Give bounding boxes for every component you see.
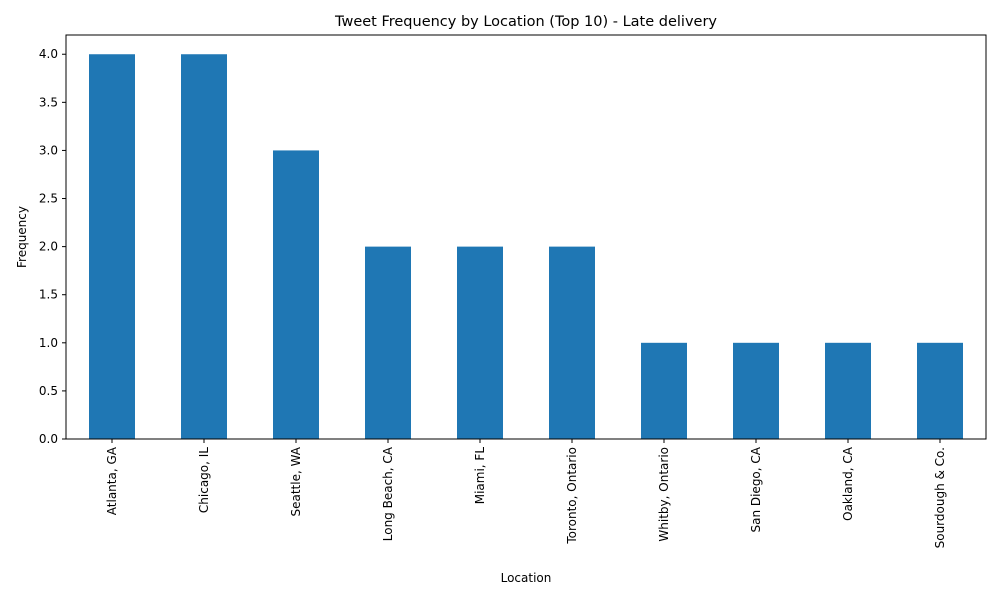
x-tick-label: Long Beach, CA: [381, 446, 395, 541]
bar: [365, 246, 411, 439]
x-tick-label: Toronto, Ontario: [565, 447, 579, 545]
y-tick-label: 0.5: [39, 384, 58, 398]
x-tick-label: Sourdough & Co.: [933, 447, 947, 548]
x-axis-title: Location: [501, 571, 552, 585]
y-tick-label: 3.0: [39, 143, 58, 157]
bar: [641, 342, 687, 439]
bar: [273, 150, 319, 439]
x-tick-label: San Diego, CA: [749, 446, 763, 532]
bar: [733, 342, 779, 439]
y-tick-label: 3.5: [39, 95, 58, 109]
y-axis: 0.0 0.5 1.0 1.5 2.0 2.5 3.0 3.5 4.0: [39, 47, 66, 446]
bar: [457, 246, 503, 439]
bars-group: [89, 54, 963, 439]
y-tick-label: 0.0: [39, 432, 58, 446]
y-tick-label: 1.5: [39, 288, 58, 302]
x-tick-label: Whitby, Ontario: [657, 447, 671, 542]
x-tick-label: Chicago, IL: [197, 447, 211, 513]
x-tick-label: Atlanta, GA: [105, 446, 119, 515]
x-axis: Atlanta, GA Chicago, IL Seattle, WA Long Be…: [105, 439, 947, 548]
y-tick-label: 1.0: [39, 336, 58, 350]
x-tick-label: Seattle, WA: [289, 446, 303, 516]
bar: [181, 54, 227, 439]
chart-title: Tweet Frequency by Location (Top 10) - L…: [334, 14, 717, 30]
x-tick-label: Oakland, CA: [841, 446, 855, 521]
y-tick-label: 2.0: [39, 240, 58, 254]
y-axis-title: Frequency: [15, 206, 29, 268]
bar: [825, 342, 871, 439]
x-tick-label: Miami, FL: [473, 447, 487, 505]
bar: [89, 54, 135, 439]
plot-frame: [65, 34, 987, 440]
y-tick-label: 4.0: [39, 47, 58, 61]
bar: [549, 246, 595, 439]
y-tick-label: 2.5: [39, 192, 58, 206]
bar: [917, 342, 963, 439]
